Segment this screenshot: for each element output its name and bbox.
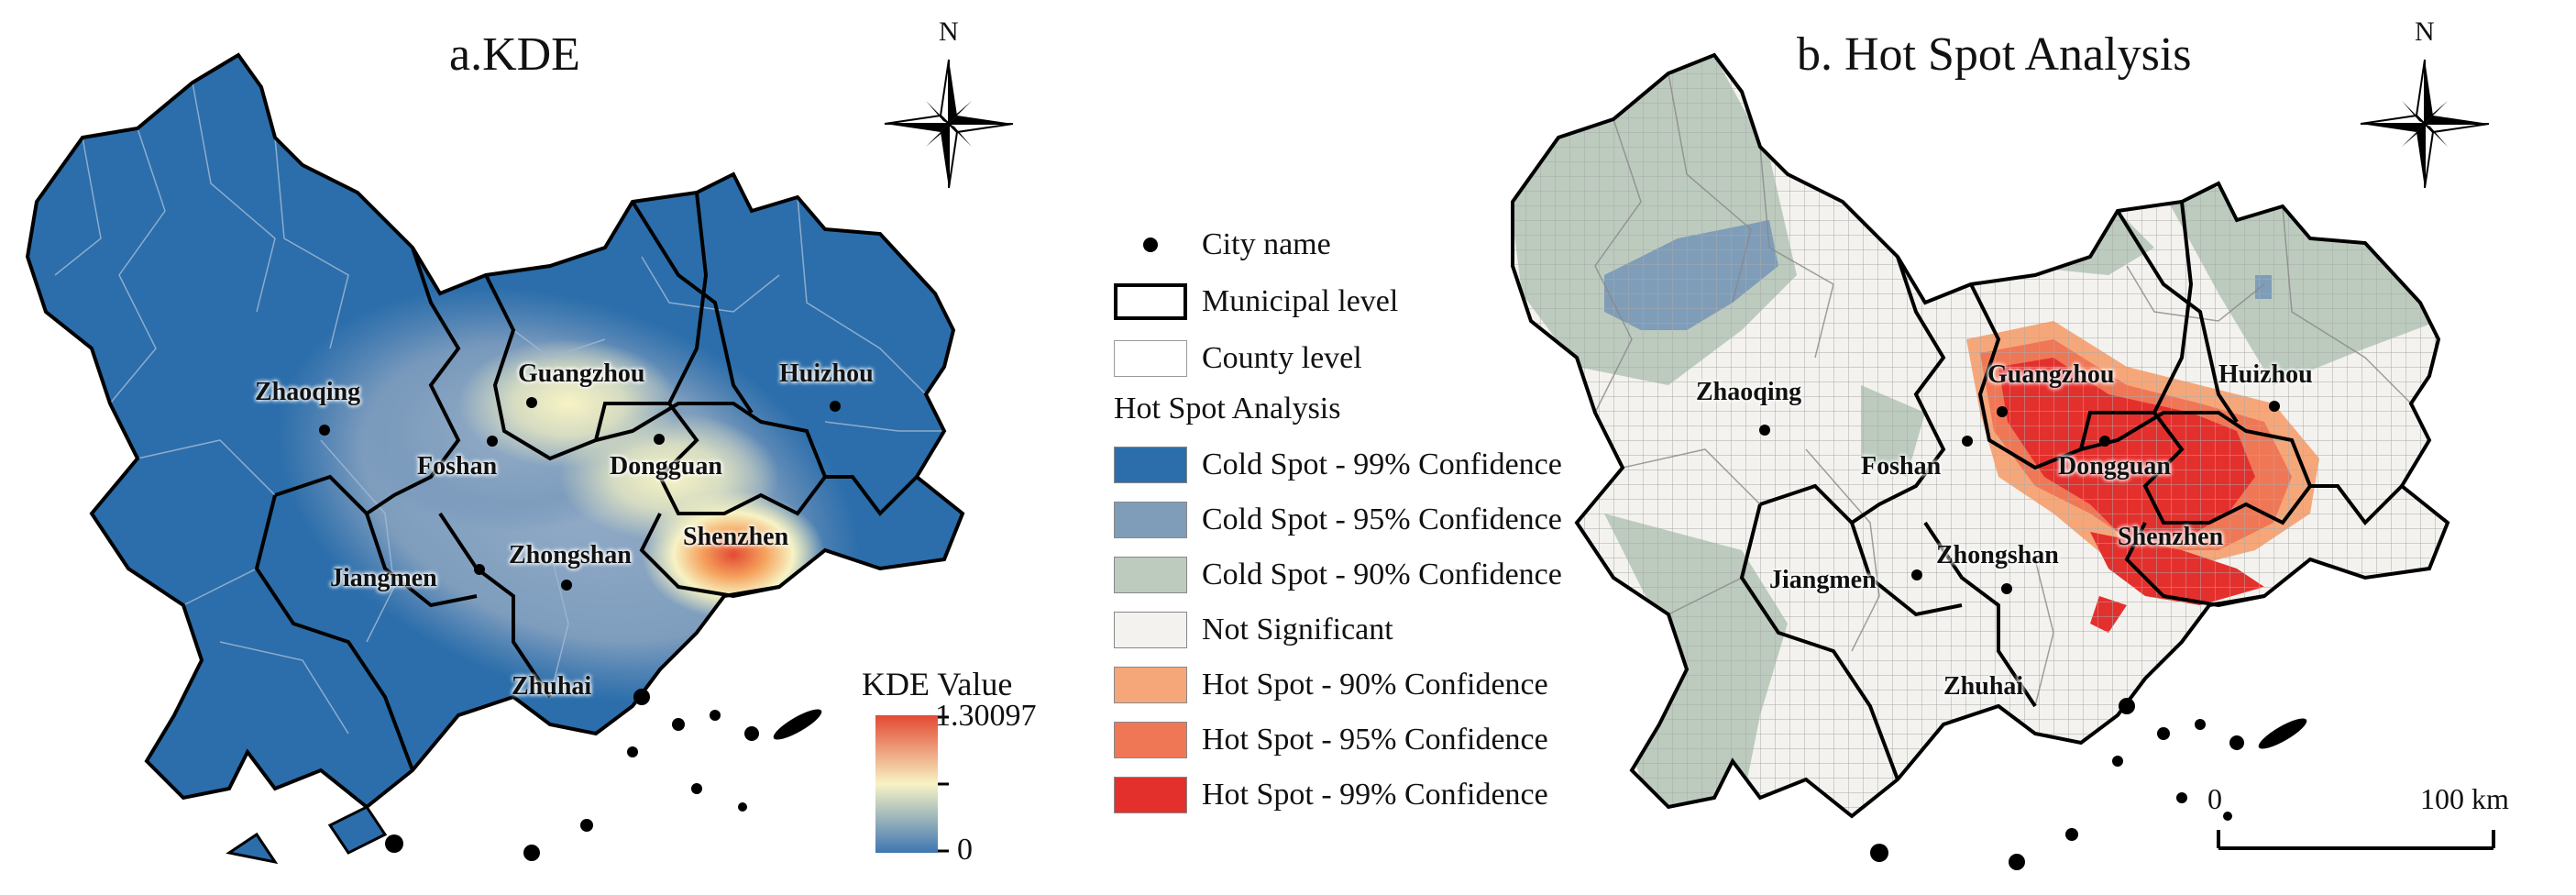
coastal-islands [1870,698,2307,870]
legend-label-cold-spot-95: Cold Spot - 95% Confidence [1202,503,1562,536]
city-label-guangzhou: Guangzhou [1987,360,2115,389]
legend-row-cold-spot-99: Cold Spot - 99% Confidence [1114,445,1562,485]
legend-label-city-name: City name [1202,227,1331,261]
city-dot-dongguan [2099,436,2110,447]
city-point-icon [1114,227,1187,263]
city-dot-guangzhou [526,397,537,408]
municipal-boundaries [1511,53,2449,818]
north-arrow-icon [2360,59,2490,189]
hot-spot-95-swatch [1114,722,1187,758]
city-label-guangzhou: Guangzhou [518,359,645,388]
scale-label-end: 100 km [2420,782,2509,815]
legend-label-not-significant: Not Significant [1202,613,1393,646]
scale-label-start: 0 [2207,782,2222,815]
city-dot-guangzhou [1997,406,2008,417]
cold-spot-99-swatch [1114,447,1187,483]
legend-label-hot-spot-95: Hot Spot - 95% Confidence [1202,723,1548,757]
kde-legend-min: 0 [957,833,973,867]
city-dot-zhongshan [2001,583,2012,594]
city-dot-foshan [1962,436,1973,447]
legend-label-cold-spot-90: Cold Spot - 90% Confidence [1202,558,1562,591]
coastal-islands [385,689,822,861]
analysis-grid [1513,55,2448,816]
kde-map [26,53,1014,865]
city-label-dongguan: Dongguan [2058,452,2171,481]
hotspot-map [1511,53,2495,870]
legend-label-municipal: Municipal level [1202,284,1399,318]
city-label-zhuhai: Zhuhai [1943,672,2024,701]
legend-row-cold-spot-90: Cold Spot - 90% Confidence [1114,555,1562,595]
cold-spot-90-swatch [1114,557,1187,593]
kde-legend-max: 1.30097 [935,699,1037,733]
legend-section-title: Hot Spot Analysis [1114,392,1341,425]
legend-row-cold-spot-95: Cold Spot - 95% Confidence [1114,500,1562,540]
not-significant-swatch [1114,612,1187,648]
hot-spot-99-swatch [1114,777,1187,813]
municipal-boundaries [26,53,964,809]
city-label-zhongshan: Zhongshan [1936,541,2059,569]
city-dot-jiangmen [474,564,485,575]
city-dot-huizhou [2269,401,2280,412]
city-dot-zhaoqing [1759,425,1770,436]
kde-color-ramp [875,715,938,853]
city-label-zhaoqing: Zhaoqing [1696,378,1802,406]
city-label-jiangmen: Jiangmen [330,564,437,592]
county-boundary-swatch [1114,340,1187,377]
city-dot-jiangmen [1911,569,1922,580]
north-arrow-icon [884,59,1014,189]
legend-row-hot-spot-95: Hot Spot - 95% Confidence [1114,720,1548,760]
city-label-shenzhen: Shenzhen [2118,523,2224,551]
offshore-islands [226,805,388,865]
map-title: a.KDE [449,28,580,81]
kde-legend-title: KDE Value [862,666,1013,702]
city-dot-huizhou [830,401,841,412]
hotspot-map-panel: b. Hot Spot Analysis N Zhaoqing Guangzho… [1467,0,2576,895]
municipal-boundary-swatch [1114,283,1187,320]
map-title: b. Hot Spot Analysis [1797,28,2192,81]
city-dot-foshan [487,436,498,447]
city-label-zhongshan: Zhongshan [509,541,632,569]
city-label-foshan: Foshan [1861,452,1942,481]
legend-row-city-name: City name [1114,225,1331,265]
city-label-foshan: Foshan [417,452,498,481]
city-dot-zhaoqing [319,425,330,436]
city-label-huizhou: Huizhou [779,359,874,388]
north-label: N [939,17,959,47]
city-label-jiangmen: Jiangmen [1769,566,1877,594]
legend-row-hot-spot-99: Hot Spot - 99% Confidence [1114,775,1548,815]
kde-map-panel: a.KDE N Zhaoqing Guangzhou Huizhou Fosha… [0,0,1100,895]
legend-row-county: County level [1114,338,1362,379]
city-label-dongguan: Dongguan [610,452,722,481]
scale-bar [2217,830,2495,850]
cold-spot-95-swatch [1114,502,1187,538]
legend-row-municipal: Municipal level [1114,282,1398,322]
legend-label-hot-spot-90: Hot Spot - 90% Confidence [1202,668,1548,702]
city-label-huizhou: Huizhou [2218,360,2313,389]
city-dot-zhongshan [561,580,572,591]
legend-row-not-significant: Not Significant [1114,610,1393,650]
city-dot-dongguan [654,434,665,445]
county-boundaries [54,82,944,735]
legend-label-hot-spot-99: Hot Spot - 99% Confidence [1202,778,1548,812]
north-label: N [2415,17,2435,47]
legend-label-county: County level [1202,341,1362,375]
city-label-zhuhai: Zhuhai [512,672,592,701]
hot-spot-90-swatch [1114,667,1187,703]
legend-row-hot-spot-90: Hot Spot - 90% Confidence [1114,665,1548,705]
legend-label-cold-spot-99: Cold Spot - 99% Confidence [1202,448,1562,481]
city-label-shenzhen: Shenzhen [683,523,789,551]
city-label-zhaoqing: Zhaoqing [255,378,361,406]
